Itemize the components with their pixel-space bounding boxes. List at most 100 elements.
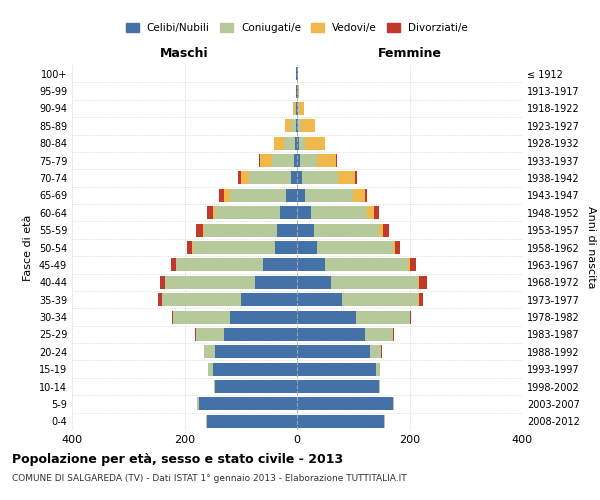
Bar — [419, 276, 427, 289]
Bar — [160, 276, 165, 289]
Bar — [197, 398, 199, 410]
Bar — [297, 241, 317, 254]
Bar — [220, 189, 224, 202]
Bar — [277, 224, 297, 236]
Bar — [275, 241, 297, 254]
Bar — [297, 206, 311, 220]
Bar — [295, 102, 296, 115]
Bar — [224, 189, 229, 202]
Bar — [224, 328, 297, 341]
Bar — [374, 206, 379, 220]
Bar — [214, 380, 215, 393]
Bar — [299, 136, 305, 149]
Y-axis label: Fasce di età: Fasce di età — [23, 214, 33, 280]
Bar — [342, 293, 418, 306]
Bar — [296, 120, 297, 132]
Bar — [284, 120, 292, 132]
Bar — [196, 328, 224, 341]
Bar — [297, 293, 342, 306]
Bar — [419, 293, 423, 306]
Bar — [294, 154, 297, 167]
Bar — [395, 241, 400, 254]
Bar — [370, 346, 382, 358]
Bar — [314, 224, 379, 236]
Bar — [297, 172, 302, 184]
Legend: Celibi/Nubili, Coniugati/e, Vedovi/e, Divorziati/e: Celibi/Nubili, Coniugati/e, Vedovi/e, Di… — [122, 19, 472, 38]
Bar — [331, 276, 418, 289]
Bar — [300, 154, 317, 167]
Bar — [297, 120, 298, 132]
Bar — [297, 189, 305, 202]
Bar — [212, 362, 297, 376]
Bar — [241, 293, 297, 306]
Bar — [194, 328, 196, 341]
Bar — [274, 136, 284, 149]
Bar — [204, 346, 215, 358]
Bar — [171, 258, 176, 272]
Bar — [229, 189, 286, 202]
Bar — [355, 172, 356, 184]
Bar — [229, 310, 297, 324]
Bar — [297, 415, 384, 428]
Bar — [192, 241, 193, 254]
Bar — [311, 206, 367, 220]
Bar — [356, 310, 409, 324]
Bar — [353, 189, 365, 202]
Bar — [215, 206, 280, 220]
Bar — [376, 362, 380, 376]
Bar — [292, 120, 296, 132]
Bar — [263, 258, 297, 272]
Bar — [193, 241, 275, 254]
Bar — [157, 293, 162, 306]
Bar — [365, 328, 392, 341]
Bar — [215, 380, 297, 393]
Bar — [297, 258, 325, 272]
Bar — [272, 154, 294, 167]
Bar — [379, 224, 383, 236]
Bar — [317, 154, 337, 167]
Text: Maschi: Maschi — [160, 47, 209, 60]
Text: COMUNE DI SALGAREDA (TV) - Dati ISTAT 1° gennaio 2013 - Elaborazione TUTTITALIA.: COMUNE DI SALGAREDA (TV) - Dati ISTAT 1°… — [12, 474, 407, 483]
Y-axis label: Anni di nascita: Anni di nascita — [586, 206, 596, 289]
Bar — [286, 189, 297, 202]
Bar — [302, 172, 338, 184]
Bar — [297, 154, 300, 167]
Bar — [241, 172, 249, 184]
Bar — [280, 206, 297, 220]
Bar — [383, 224, 389, 236]
Bar — [298, 102, 299, 115]
Bar — [259, 154, 260, 167]
Bar — [317, 241, 392, 254]
Bar — [301, 120, 315, 132]
Bar — [212, 206, 215, 220]
Bar — [196, 224, 203, 236]
Text: Popolazione per età, sesso e stato civile - 2013: Popolazione per età, sesso e stato civil… — [12, 452, 343, 466]
Bar — [325, 258, 409, 272]
Bar — [338, 172, 355, 184]
Bar — [162, 293, 241, 306]
Bar — [187, 241, 192, 254]
Bar — [297, 328, 365, 341]
Bar — [204, 224, 277, 236]
Bar — [392, 241, 395, 254]
Bar — [176, 258, 263, 272]
Bar — [409, 310, 411, 324]
Bar — [208, 362, 212, 376]
Bar — [207, 206, 212, 220]
Bar — [298, 84, 299, 98]
Bar — [392, 398, 394, 410]
Bar — [297, 310, 356, 324]
Text: Femmine: Femmine — [377, 47, 442, 60]
Bar — [410, 258, 416, 272]
Bar — [284, 136, 295, 149]
Bar — [298, 120, 301, 132]
Bar — [297, 276, 331, 289]
Bar — [293, 102, 295, 115]
Bar — [392, 328, 394, 341]
Bar — [297, 136, 299, 149]
Bar — [305, 189, 353, 202]
Bar — [297, 380, 379, 393]
Bar — [297, 224, 314, 236]
Bar — [297, 346, 370, 358]
Bar — [295, 136, 297, 149]
